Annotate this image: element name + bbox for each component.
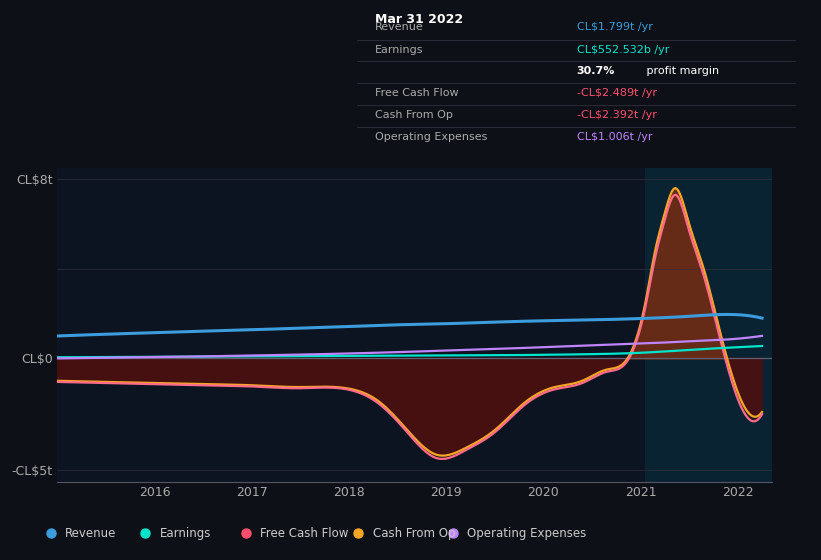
Text: Revenue: Revenue [374, 22, 424, 32]
Text: 30.7%: 30.7% [576, 66, 615, 76]
Text: CL$1.799t /yr: CL$1.799t /yr [576, 22, 653, 32]
Text: CL$1.006t /yr: CL$1.006t /yr [576, 132, 652, 142]
Bar [645, 168, 772, 482]
Text: CL$552.532b /yr: CL$552.532b /yr [576, 45, 669, 55]
Text: -CL$2.392t /yr: -CL$2.392t /yr [576, 110, 657, 120]
Text: Operating Expenses: Operating Expenses [467, 526, 586, 539]
Text: Operating Expenses: Operating Expenses [374, 132, 487, 142]
Text: Earnings: Earnings [374, 45, 423, 55]
Text: Cash From Op: Cash From Op [374, 110, 452, 120]
Text: profit margin: profit margin [643, 66, 718, 76]
Text: Mar 31 2022: Mar 31 2022 [374, 13, 463, 26]
Text: Free Cash Flow: Free Cash Flow [260, 526, 349, 539]
Text: Earnings: Earnings [160, 526, 211, 539]
Text: Cash From Op: Cash From Op [373, 526, 455, 539]
Text: -CL$2.489t /yr: -CL$2.489t /yr [576, 87, 657, 97]
Text: Revenue: Revenue [66, 526, 117, 539]
Text: Free Cash Flow: Free Cash Flow [374, 87, 458, 97]
